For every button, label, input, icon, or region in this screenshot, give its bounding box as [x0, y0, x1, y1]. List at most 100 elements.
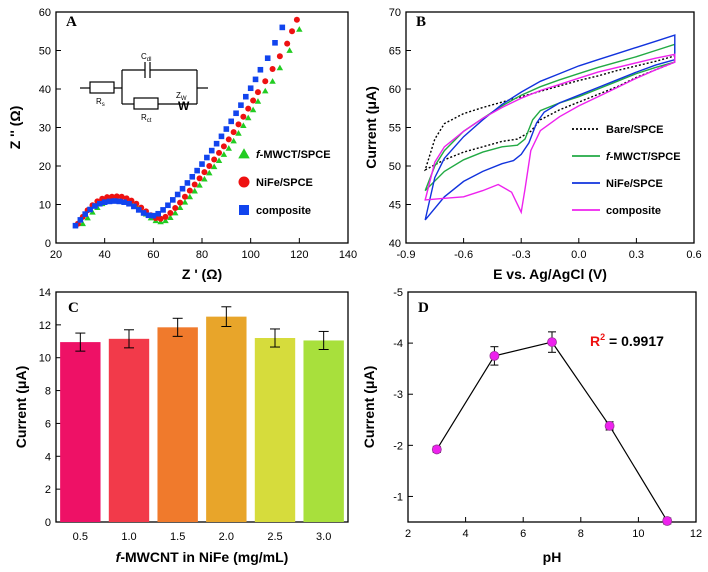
data-point: [249, 106, 257, 113]
equivalent-circuit-diagram: [80, 62, 208, 110]
data-point: [262, 87, 269, 94]
x-tick-label: 20: [50, 249, 62, 261]
data-point: [172, 204, 179, 211]
data-point: [77, 217, 84, 223]
circuit-warburg-symbol: W: [178, 99, 190, 113]
x-axis-label: pH: [543, 549, 562, 565]
data-point: [257, 66, 264, 73]
data-point: [189, 173, 196, 180]
data-point: [230, 137, 237, 144]
legend-entry: composite: [256, 205, 311, 217]
y-tick-label: 45: [389, 200, 401, 212]
y-tick-label: 10: [39, 200, 51, 212]
y-axis-label: Current (μA): [13, 366, 29, 448]
legend-entry: composite: [606, 205, 661, 217]
data-point: [279, 24, 286, 31]
data-point: [150, 212, 157, 219]
circuit-zw-label: ZW: [176, 91, 187, 102]
legend-entry: f-MWCT/SPCE: [606, 151, 681, 163]
data-point: [245, 114, 252, 121]
data-point: [82, 211, 88, 217]
data-point: [289, 28, 296, 35]
data-point: [604, 421, 615, 431]
series-circle: [74, 16, 300, 227]
x-tick-label: 140: [339, 249, 357, 261]
y-tick-label: 50: [389, 161, 401, 173]
data-point: [126, 200, 132, 207]
data-point: [167, 209, 174, 216]
data-point: [218, 133, 225, 140]
x-tick-label: 1.5: [170, 531, 185, 543]
x-tick-label: 80: [196, 249, 208, 261]
data-point: [547, 337, 557, 347]
legend-entry: NiFe/SPCE: [606, 178, 663, 190]
data-point: [216, 149, 223, 156]
data-point: [264, 55, 271, 61]
y-tick-label: -4: [393, 338, 403, 350]
data-point: [176, 204, 184, 210]
y-tick-label: 55: [389, 123, 401, 135]
y-tick-label: 6: [45, 418, 51, 430]
y-tick-label: 20: [39, 161, 51, 173]
y-tick-label: 14: [39, 287, 51, 299]
data-point: [272, 40, 278, 46]
data-point: [284, 40, 291, 47]
data-point: [252, 76, 259, 83]
data-point: [101, 199, 108, 205]
y-tick-label: 65: [389, 46, 401, 58]
panel-letter-b: B: [416, 14, 426, 30]
y-tick-label: 60: [389, 84, 401, 96]
data-point: [276, 53, 283, 60]
y-axis-label: Current (μA): [361, 366, 377, 448]
data-point: [233, 110, 239, 117]
data-point: [250, 97, 257, 104]
x-tick-label: 40: [99, 249, 111, 261]
x-tick-label: -0.9: [397, 249, 416, 261]
data-point: [254, 89, 261, 96]
x-tick-label: 2.5: [267, 531, 282, 543]
y-tick-label: 70: [389, 7, 401, 19]
data-point: [186, 187, 193, 194]
data-point: [191, 187, 198, 194]
data-point: [121, 199, 127, 205]
legend-marker: [238, 148, 250, 159]
panel-letter-d: D: [418, 300, 429, 316]
data-point: [179, 185, 186, 192]
trend-line: [436, 341, 668, 522]
x-tick-label: 6: [520, 528, 526, 540]
x-tick-label: -0.6: [454, 249, 473, 261]
y-tick-label: 8: [45, 386, 51, 398]
y-tick-label: 40: [39, 84, 51, 96]
data-point: [118, 193, 125, 200]
y-tick-label: 2: [45, 484, 51, 496]
data-point: [220, 151, 228, 157]
x-axis-label: E vs. Ag/AgCl (V): [493, 266, 607, 282]
data-point: [167, 214, 174, 221]
data-point: [293, 16, 300, 23]
bar: [303, 340, 344, 522]
data-point: [116, 198, 123, 205]
x-tick-label: 0.0: [571, 249, 586, 261]
cv-curve: [424, 53, 676, 215]
data-point: [262, 78, 269, 85]
data-point: [196, 182, 203, 188]
y-tick-label: 50: [39, 46, 51, 58]
data-point: [240, 122, 247, 128]
data-point: [662, 516, 673, 526]
data-point: [269, 65, 276, 72]
data-point: [162, 217, 169, 224]
data-point: [206, 163, 213, 169]
y-tick-label: -1: [393, 491, 403, 503]
data-point: [213, 140, 220, 147]
bar: [157, 327, 198, 522]
data-point: [87, 206, 93, 213]
x-tick-label: 8: [578, 528, 584, 540]
data-point: [243, 93, 249, 100]
data-point: [155, 210, 161, 217]
x-tick-label: 2: [405, 528, 411, 540]
legend-marker: [238, 176, 250, 188]
data-point: [201, 175, 208, 182]
x-tick-label: 60: [147, 249, 159, 261]
data-point: [97, 200, 103, 207]
panel-b-cyclic-voltammetry: B -0.9 -0.6 -0.3 0.0 0.3 0.6 40 45 50 55 60 65 70 E v…: [363, 7, 702, 282]
